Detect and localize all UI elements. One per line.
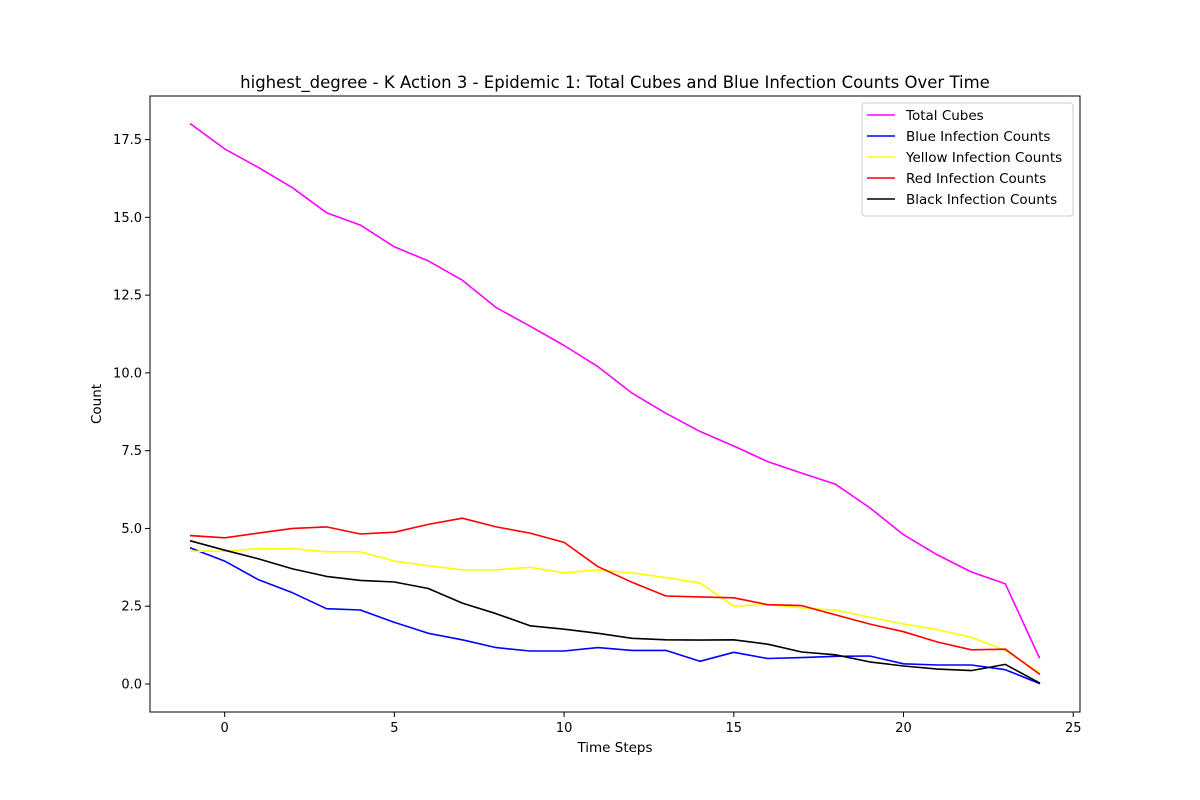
series-line-black-infection-counts xyxy=(189,539,1041,684)
y-axis: 0.0 2.5 5.0 7.5 10.0 12.5 15.0 17.5 xyxy=(113,133,150,693)
legend-label-total-cubes: Total Cubes xyxy=(905,108,984,124)
x-tick-label: 15 xyxy=(726,721,743,736)
y-tick-label: 15.0 xyxy=(113,211,142,226)
x-tick-label: 25 xyxy=(1065,721,1082,736)
legend-label-yellow-infection-counts: Yellow Infection Counts xyxy=(905,150,1062,166)
y-axis-label: Count xyxy=(89,384,105,424)
x-tick-label: 10 xyxy=(556,721,573,736)
x-tick-label: 5 xyxy=(390,721,398,736)
chart-title: highest_degree - K Action 3 - Epidemic 1… xyxy=(240,73,990,93)
x-tick-label: 20 xyxy=(895,721,912,736)
series-line-total-cubes xyxy=(189,122,1041,659)
y-tick-label: 7.5 xyxy=(121,444,142,459)
x-axis: 0 5 10 15 20 25 xyxy=(221,712,1082,736)
x-axis-label: Time Steps xyxy=(576,740,652,756)
series-line-red-infection-counts xyxy=(189,517,1041,676)
plot-area xyxy=(189,122,1041,685)
y-tick-label: 2.5 xyxy=(121,600,142,615)
y-tick-label: 5.0 xyxy=(121,522,142,537)
plot-frame xyxy=(149,95,1081,713)
y-tick-label: 10.0 xyxy=(113,366,142,381)
y-tick-label: 0.0 xyxy=(121,678,142,693)
legend-box xyxy=(861,102,1074,217)
y-tick-label: 12.5 xyxy=(113,289,142,304)
x-tick-label: 0 xyxy=(221,721,229,736)
series-line-blue-infection-counts xyxy=(189,546,1041,685)
legend-label-blue-infection-counts: Blue Infection Counts xyxy=(906,129,1050,145)
legend-label-black-infection-counts: Black Infection Counts xyxy=(906,192,1057,208)
legend: Total Cubes Blue Infection Counts Yellow I… xyxy=(861,102,1074,217)
legend-label-red-infection-counts: Red Infection Counts xyxy=(906,171,1046,187)
y-tick-label: 17.5 xyxy=(113,133,142,148)
series-line-yellow-infection-counts xyxy=(189,547,1041,674)
